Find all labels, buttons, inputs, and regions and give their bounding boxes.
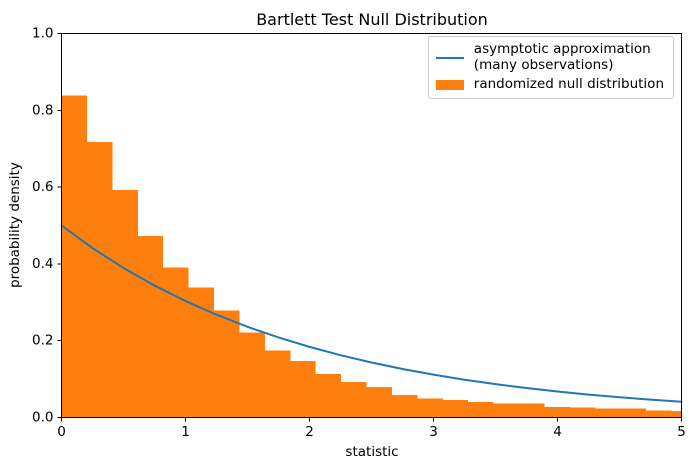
histogram-bar <box>671 410 682 418</box>
histogram-bar <box>417 398 443 418</box>
y-axis: 0.0 0.2 0.4 0.6 0.8 1.0 <box>32 26 62 426</box>
histogram-bar <box>519 403 545 418</box>
histogram-bar <box>214 310 240 418</box>
x-axis: 0 1 2 3 4 5 <box>57 417 686 440</box>
histogram-bar <box>493 403 520 418</box>
x-tick-label: 5 <box>677 424 686 440</box>
legend-patch-swatch <box>435 79 464 90</box>
y-tick-label: 0.4 <box>32 256 53 272</box>
legend-item-asymptotic: asymptotic approximation (many observati… <box>435 41 664 73</box>
histogram-bar <box>239 332 265 418</box>
legend-item-randomized: randomized null distribution <box>435 76 664 93</box>
asymptotic-line <box>60 224 683 403</box>
axes-spines <box>61 33 682 418</box>
line-swatch-icon <box>435 56 464 59</box>
histogram-bar <box>188 287 215 418</box>
patch-swatch-icon <box>435 79 464 90</box>
histogram-series <box>61 95 682 418</box>
histogram-bar <box>544 407 570 418</box>
legend-label-asymptotic-line2: (many observations) <box>473 56 614 73</box>
histogram-bar <box>137 235 164 418</box>
histogram-bar <box>391 395 418 418</box>
histogram-bar <box>264 350 291 418</box>
histogram-bar <box>468 401 494 418</box>
legend-line-swatch <box>435 56 464 59</box>
x-tick-label: 2 <box>305 424 314 440</box>
histogram-bar <box>646 410 672 418</box>
histogram-bar <box>112 190 138 418</box>
histogram-bar <box>86 142 113 418</box>
legend: asymptotic approximation (many observati… <box>427 36 674 99</box>
y-tick-label: 1.0 <box>32 26 53 42</box>
legend-label-asymptotic: asymptotic approximation (many observati… <box>473 41 651 73</box>
x-tick-label: 3 <box>429 424 438 440</box>
histogram-bar <box>595 408 621 418</box>
x-tick-label: 4 <box>553 424 562 440</box>
histogram-bar <box>341 382 367 418</box>
legend-label-randomized: randomized null distribution <box>473 76 664 92</box>
histogram-bar <box>290 361 316 418</box>
histogram-bar <box>442 399 469 418</box>
chart-title: Bartlett Test Null Distribution <box>256 10 488 29</box>
y-tick-label: 0.2 <box>32 333 53 349</box>
histogram-bar <box>569 407 596 418</box>
x-axis-label: statistic <box>345 444 399 460</box>
histogram-bar <box>315 374 342 418</box>
legend-label-asymptotic-line1: asymptotic approximation <box>473 41 651 57</box>
histogram-bar <box>163 267 189 418</box>
y-tick-label: 0.8 <box>32 102 53 118</box>
histogram-bar <box>366 387 392 418</box>
y-tick-label: 0.0 <box>32 410 53 426</box>
histogram-bar <box>61 95 87 418</box>
y-axis-label: probability density <box>7 162 23 288</box>
histogram-bar <box>620 408 647 418</box>
x-tick-label: 0 <box>57 424 66 440</box>
y-tick-label: 0.6 <box>32 179 53 195</box>
x-tick-label: 1 <box>181 424 190 440</box>
